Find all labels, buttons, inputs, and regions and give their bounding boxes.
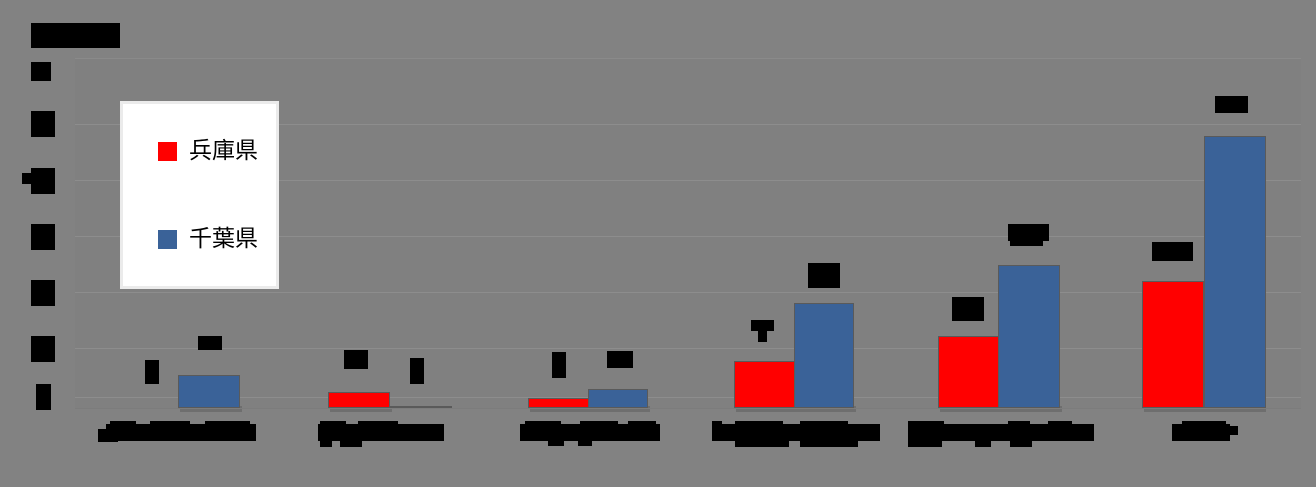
bar-shadow-g1 (180, 406, 242, 412)
legend-label-hyogo: 兵庫県 (189, 138, 258, 164)
gridline-6 (75, 397, 1301, 398)
data-label-chiba-2 (410, 358, 424, 384)
bar-shadow-g4 (736, 406, 856, 412)
data-label-hyogo-1 (145, 360, 159, 384)
legend: 兵庫県 千葉県 (120, 101, 279, 289)
y-axis-tick-label-5 (31, 336, 55, 362)
gridline-5 (75, 348, 1301, 349)
data-label-hyogo-2 (344, 350, 368, 369)
y-axis-tick-label-2b (22, 173, 33, 184)
y-axis-tick-label-4 (31, 280, 55, 306)
bar-hyogo-2[interactable] (328, 392, 390, 408)
y-axis-tick-label-3 (31, 224, 55, 250)
plot-area (75, 58, 1301, 408)
gridline-1 (75, 124, 1301, 125)
data-label-chiba-5b (1010, 238, 1043, 246)
data-label-hyogo-6b (1152, 248, 1193, 261)
data-label-chiba-6 (1215, 96, 1248, 113)
data-label-chiba-3 (607, 351, 633, 368)
gridline-3 (75, 236, 1301, 237)
data-label-chiba-4 (808, 263, 840, 288)
bar-chiba-5[interactable] (998, 265, 1060, 408)
chart-title-redacted (31, 23, 120, 48)
y-axis-tick-label-6 (36, 384, 51, 410)
bar-chiba-4[interactable] (794, 303, 854, 408)
data-label-hyogo-3 (552, 352, 566, 378)
data-label-chiba-1b (201, 344, 219, 349)
bar-shadow-g2 (330, 406, 392, 412)
bar-hyogo-5[interactable] (938, 336, 1000, 408)
legend-label-chiba: 千葉県 (189, 226, 258, 252)
data-label-hyogo-6 (1152, 242, 1193, 251)
bar-hyogo-4[interactable] (734, 361, 796, 408)
bar-shadow-g5 (940, 406, 1062, 412)
bar-hyogo-3[interactable] (528, 398, 590, 408)
legend-item-chiba[interactable]: 千葉県 (158, 228, 258, 251)
x-axis-baseline (75, 408, 1301, 409)
data-label-hyogo-5 (952, 297, 984, 321)
bar-hyogo-6[interactable] (1142, 281, 1204, 408)
bar-chiba-2[interactable] (390, 406, 452, 408)
data-label-hyogo-4b (758, 330, 767, 342)
gridline-2 (75, 180, 1301, 181)
y-axis-tick-label-1 (31, 111, 55, 137)
legend-swatch-blue-icon (158, 230, 177, 249)
bar-chiba-1[interactable] (178, 375, 240, 408)
data-label-chiba-5 (1008, 224, 1049, 241)
y-axis-tick-label-2 (31, 168, 55, 194)
y-axis-tick-label-0 (31, 62, 51, 81)
bar-shadow-g6 (1144, 406, 1266, 412)
bar-shadow-g3 (530, 406, 650, 412)
legend-item-hyogo[interactable]: 兵庫県 (158, 140, 258, 163)
legend-swatch-red-icon (158, 142, 177, 161)
plot-top-edge (75, 58, 1301, 59)
bar-chiba-6[interactable] (1204, 136, 1266, 408)
gridline-4 (75, 292, 1301, 293)
bar-chiba-3[interactable] (588, 389, 648, 408)
data-label-hyogo-4 (751, 320, 774, 331)
